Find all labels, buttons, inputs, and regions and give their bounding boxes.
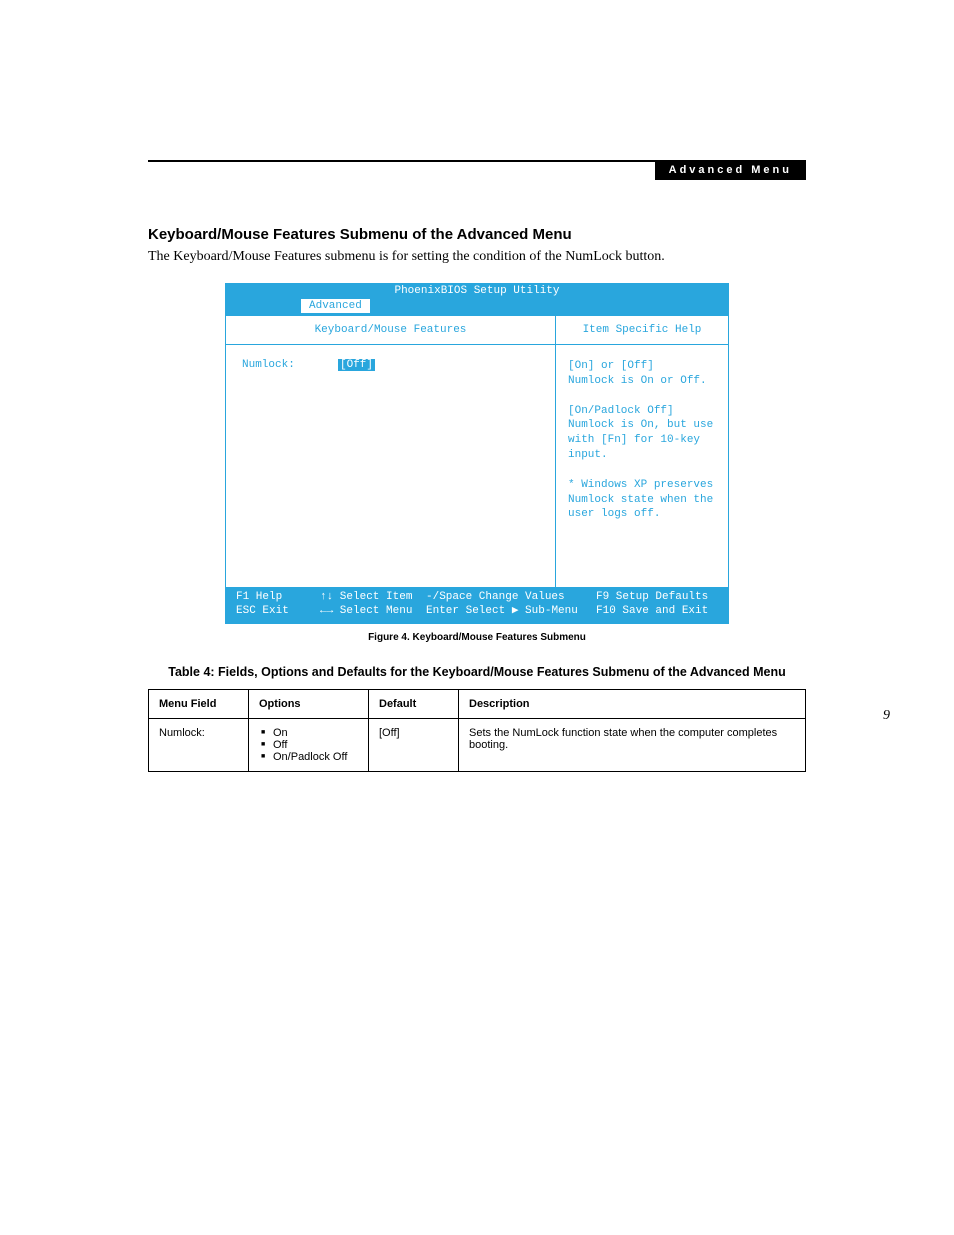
option-item: On/Padlock Off xyxy=(273,751,358,763)
footer-enter-submenu: Enter Select ▶ Sub-Menu xyxy=(426,604,596,618)
options-table: Menu Field Options Default Description N… xyxy=(148,689,806,772)
intro-text: The Keyboard/Mouse Features submenu is f… xyxy=(148,249,806,265)
cell-default: [Off] xyxy=(369,718,459,771)
bios-help-line: Numlock state when the xyxy=(568,493,716,508)
cell-description: Sets the NumLock function state when the… xyxy=(459,718,806,771)
option-item: On xyxy=(273,727,358,739)
bios-help-line: * Windows XP preserves xyxy=(568,478,716,493)
bios-help-line xyxy=(568,389,716,404)
cell-options: OnOffOn/Padlock Off xyxy=(249,718,369,771)
th-description: Description xyxy=(459,689,806,718)
bios-tab-advanced: Advanced xyxy=(300,299,371,313)
page-number: 9 xyxy=(883,708,890,724)
table-row: Numlock: OnOffOn/Padlock Off [Off] Sets … xyxy=(149,718,806,771)
bios-help-line: user logs off. xyxy=(568,507,716,522)
footer-esc-exit: ESC Exit xyxy=(236,604,320,618)
bios-help-line xyxy=(568,463,716,478)
figure-caption: Figure 4. Keyboard/Mouse Features Submen… xyxy=(148,632,806,643)
option-item: Off xyxy=(273,739,358,751)
bios-left-header: Keyboard/Mouse Features xyxy=(226,316,556,344)
bios-title: PhoenixBIOS Setup Utility xyxy=(226,284,728,299)
footer-select-item: ↑↓ Select Item xyxy=(320,590,426,604)
footer-change-values: -/Space Change Values xyxy=(426,590,596,604)
bios-help-pane: [On] or [Off]Numlock is On or Off. [On/P… xyxy=(556,345,728,587)
footer-f9-defaults: F9 Setup Defaults xyxy=(596,590,718,604)
th-default: Default xyxy=(369,689,459,718)
footer-f10-save: F10 Save and Exit xyxy=(596,604,718,618)
bios-field-label-numlock: Numlock: xyxy=(242,359,338,371)
bios-help-line: input. xyxy=(568,448,716,463)
bios-screenshot: PhoenixBIOS Setup Utility Advanced Keybo… xyxy=(225,283,729,624)
footer-f1-help: F1 Help xyxy=(236,590,320,604)
bios-help-line: [On] or [Off] xyxy=(568,359,716,374)
footer-select-menu: ←→ Select Menu xyxy=(320,604,426,618)
section-title: Keyboard/Mouse Features Submenu of the A… xyxy=(148,226,806,243)
bios-help-line: with [Fn] for 10-key xyxy=(568,433,716,448)
header-bar: Advanced Menu xyxy=(655,160,806,180)
bios-tab-bar: Advanced xyxy=(226,299,728,315)
bios-help-line: Numlock is On or Off. xyxy=(568,374,716,389)
th-menu-field: Menu Field xyxy=(149,689,249,718)
bios-help-line: [On/Padlock Off] xyxy=(568,404,716,419)
bios-field-value-numlock: [Off] xyxy=(338,359,375,371)
cell-menu-field: Numlock: xyxy=(149,718,249,771)
bios-fields-pane: Numlock: [Off] xyxy=(226,345,556,587)
table-title: Table 4: Fields, Options and Defaults fo… xyxy=(148,665,806,679)
bios-help-line: Numlock is On, but use xyxy=(568,418,716,433)
th-options: Options xyxy=(249,689,369,718)
bios-footer: F1 Help ↑↓ Select Item -/Space Change Va… xyxy=(226,587,728,623)
bios-right-header: Item Specific Help xyxy=(556,316,728,344)
